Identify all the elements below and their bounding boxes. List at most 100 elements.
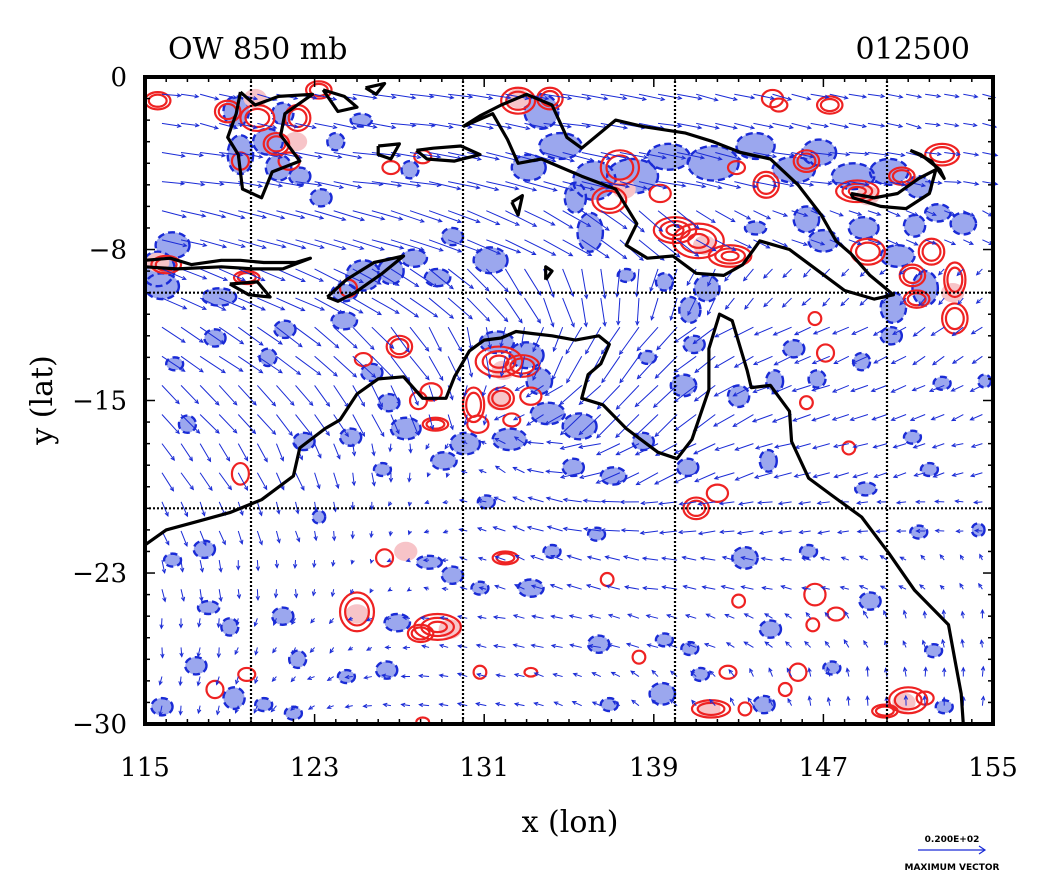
wind-vector [772,210,789,217]
wind-vector [275,472,285,491]
negative-ow-contour [654,632,675,648]
wind-vector [638,210,664,232]
wind-vector [812,326,830,335]
wind-vector [495,673,506,678]
positive-ow-contour [523,666,539,678]
wind-vector [970,326,983,335]
wind-vector [852,443,869,449]
positive-ow-contour [731,593,747,609]
wind-vector [973,528,983,533]
wind-vector [423,529,430,534]
wind-vector [777,501,792,506]
wind-vector [330,589,336,598]
wind-vector [256,530,263,546]
wind-vector [922,610,927,619]
wind-vector [371,151,402,158]
wind-vector [734,122,756,130]
wind-vector [494,465,506,474]
wind-vector [466,297,491,322]
wind-vector [409,93,435,99]
wind-vector [787,697,793,706]
wind-vector [707,297,716,316]
wind-vector [858,555,869,561]
wind-vector [772,93,793,101]
wind-vector [328,618,335,625]
wind-vector [253,705,258,714]
wind-vector [276,326,303,348]
wind-vector [600,326,621,355]
wind-vector [859,297,869,306]
negative-ow-area [772,156,815,183]
positive-ow-contour [605,154,635,181]
wind-vector [352,326,375,351]
negative-ow-contour [970,522,986,538]
wind-vector [553,701,563,707]
wind-vector [161,559,167,574]
wind-vector [875,529,888,534]
negative-ow-area [655,633,673,647]
negative-ow-area [588,527,606,541]
wind-vector [899,297,907,306]
wind-vector [371,297,400,314]
wind-vector [485,356,492,380]
wind-vector [686,643,697,648]
wind-vector [486,239,522,254]
wind-vector [811,355,830,365]
wind-vector [772,181,795,188]
wind-vector [601,356,621,384]
wind-vector [942,667,947,677]
positive-ow-contour [461,386,486,424]
negative-ow-area [284,706,302,720]
wind-vector [779,556,792,562]
negative-ow-contour [349,112,374,128]
wind-vector [369,558,375,565]
positive-ow-contour [902,266,923,285]
wind-vector [944,239,957,246]
wind-vector [161,443,175,462]
wind-vector [871,414,888,421]
wind-vector [546,525,563,532]
wind-vector [295,355,322,376]
wind-vector [180,239,208,247]
wind-vector [899,556,907,561]
negative-ow-contour [270,606,295,626]
positive-ow-contour [648,183,672,204]
wind-vector [798,501,811,506]
negative-ow-contour [879,325,904,346]
wind-vector [272,618,277,626]
wind-vector [562,526,582,532]
wind-vector [314,326,340,349]
positive-ow-contour [796,152,817,170]
wind-vector [890,414,907,421]
wind-vector [274,560,279,569]
wind-vector [314,414,330,437]
negative-ow-contour [254,696,274,713]
wind-vector [886,93,904,99]
negative-ow-contour [854,481,878,497]
wind-vector [829,210,844,217]
wind-vector [721,555,735,561]
wind-vector [697,530,716,536]
wind-vector [256,414,277,436]
wind-vector [480,440,487,445]
negative-ow-contour [879,244,916,268]
wind-vector [313,530,318,542]
positive-ow-contour [491,389,512,407]
wind-vector [792,414,811,422]
wind-vector [384,645,391,650]
wind-vector [295,501,300,515]
wind-vector [421,644,430,649]
wind-vector [839,585,849,591]
wind-vector [218,530,226,546]
wind-vector [912,355,926,366]
negative-ow-area [808,230,839,252]
wind-vector [159,618,164,630]
negative-ow-area [185,657,207,675]
negative-ow-contour [675,457,700,478]
wind-vector [676,210,700,230]
wind-vector [371,181,403,188]
wind-vector [956,268,964,277]
negative-ow-contour [563,181,588,215]
wind-vector [235,676,240,685]
negative-ow-area [588,635,610,653]
